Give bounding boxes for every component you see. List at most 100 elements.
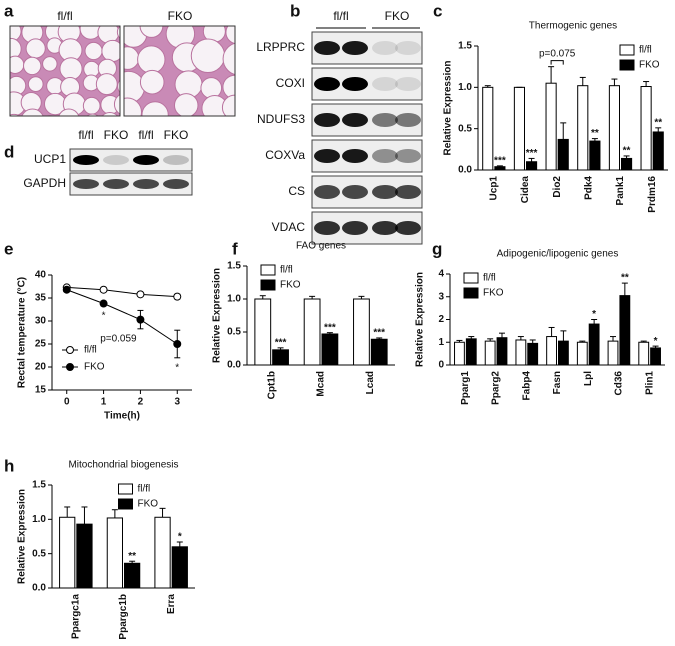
significance: *** <box>526 148 538 159</box>
lane-label: FKO <box>164 128 189 142</box>
adipocyte <box>173 93 199 116</box>
adipocyte <box>27 76 44 93</box>
row-label: COXVa <box>265 148 305 162</box>
x-tick-label: Ucp1 <box>488 176 499 201</box>
bar <box>321 333 339 366</box>
marker <box>99 299 108 308</box>
marker <box>99 285 108 294</box>
y-axis-label: Relative Expression <box>212 268 223 363</box>
band <box>103 179 129 189</box>
significance: ** <box>128 551 136 562</box>
bar <box>484 340 496 366</box>
x-axis-label: Time(h) <box>104 411 140 422</box>
y-tick-label: 0.0 <box>227 360 241 371</box>
adipocyte <box>116 26 120 39</box>
y-tick-label: 1.0 <box>458 82 472 93</box>
band <box>342 77 368 91</box>
bar <box>124 562 141 589</box>
bar <box>106 517 123 589</box>
adipocyte <box>117 79 120 94</box>
bar <box>496 337 508 366</box>
significance: *** <box>373 328 385 339</box>
x-tick-label: Lcad <box>365 371 376 394</box>
band <box>342 149 368 163</box>
bar <box>526 161 538 171</box>
band <box>372 149 398 163</box>
significance: * <box>654 336 658 347</box>
adipocyte <box>95 73 118 96</box>
band <box>395 41 421 55</box>
bar <box>482 86 494 171</box>
y-tick-label: 0.0 <box>458 165 472 176</box>
band <box>163 179 189 189</box>
legend-label: fl/fl <box>138 484 151 495</box>
legend-label: fl/fl <box>483 273 496 284</box>
adipocyte <box>45 115 54 116</box>
bar <box>588 323 600 366</box>
significance: * <box>592 309 596 320</box>
bar <box>370 338 388 366</box>
band <box>395 113 421 127</box>
significance: ** <box>621 273 629 284</box>
bar <box>515 339 527 366</box>
band <box>372 41 398 55</box>
x-tick-label: Ppargc1a <box>70 594 81 639</box>
adipocyte <box>141 101 169 116</box>
band <box>73 179 99 189</box>
panel-label: h <box>4 456 14 475</box>
band <box>314 185 340 199</box>
significance-bracket <box>550 60 564 65</box>
legend-label: fl/fl <box>84 345 97 356</box>
bar <box>527 342 539 366</box>
panel-label: e <box>4 239 13 258</box>
x-tick-label: 0 <box>64 397 70 408</box>
legend-label: FKO <box>84 362 105 373</box>
legend-swatch <box>463 272 479 284</box>
band <box>372 221 398 235</box>
y-tick-label: 1.0 <box>32 514 46 525</box>
y-tick-label: 0.5 <box>458 123 472 134</box>
adipocyte <box>124 97 142 116</box>
legend-label: fl/fl <box>639 45 652 56</box>
image-frame <box>123 25 236 117</box>
panel-label: g <box>432 239 442 258</box>
significance: ** <box>591 128 599 139</box>
marker <box>62 285 71 294</box>
bar <box>576 341 588 366</box>
chart-title: Mitochondrial biogenesis <box>68 460 178 471</box>
y-tick-label: 30 <box>35 316 47 327</box>
y-axis-label: Relative Expression <box>443 60 454 155</box>
y-tick-label: 20 <box>35 362 47 373</box>
band <box>342 221 368 235</box>
bar <box>619 295 631 366</box>
line <box>66 286 178 298</box>
bar <box>652 131 664 171</box>
band <box>372 185 398 199</box>
bar <box>254 298 272 366</box>
x-tick-label: Prdm16 <box>647 176 658 213</box>
adipocyte <box>225 26 235 45</box>
x-tick-label: Mcad <box>316 371 327 397</box>
legend-swatch <box>260 264 276 276</box>
adipocyte <box>101 111 119 116</box>
x-tick-label: Pparg2 <box>491 371 502 405</box>
x-tick-label: 3 <box>174 397 180 408</box>
legend-label: FKO <box>280 280 301 291</box>
bar <box>353 298 370 366</box>
row-label: NDUFS3 <box>257 112 305 126</box>
adipocyte <box>21 108 44 116</box>
y-tick-label: 0 <box>438 360 444 371</box>
y-tick-label: 0.5 <box>227 327 241 338</box>
band <box>342 185 368 199</box>
bar <box>607 340 619 366</box>
bar <box>513 86 525 171</box>
band <box>314 77 340 91</box>
x-tick-label: Dio2 <box>552 176 563 198</box>
legend-swatch <box>118 483 133 495</box>
bar <box>638 341 650 366</box>
bar <box>76 523 93 589</box>
legend-label: fl/fl <box>280 265 293 276</box>
chart-title: Adipogenic/lipogenic genes <box>497 249 619 260</box>
lane-label: fl/fl <box>138 128 153 142</box>
